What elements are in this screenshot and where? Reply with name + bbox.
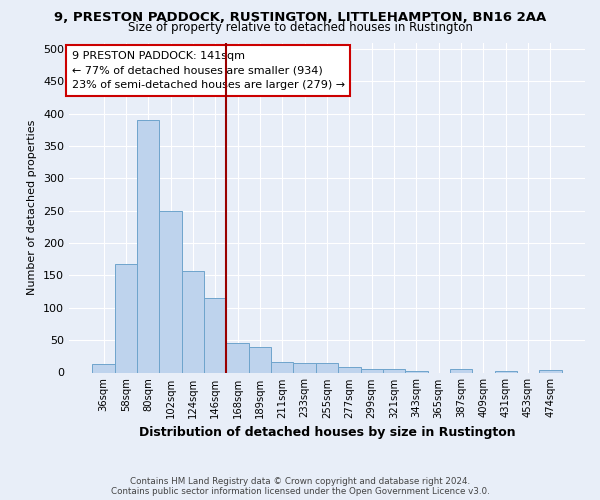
Bar <box>160 210 182 372</box>
Bar <box>539 370 562 372</box>
Bar <box>115 264 137 372</box>
Bar <box>338 366 361 372</box>
Text: Contains HM Land Registry data © Crown copyright and database right 2024.
Contai: Contains HM Land Registry data © Crown c… <box>110 476 490 496</box>
Y-axis label: Number of detached properties: Number of detached properties <box>28 120 37 295</box>
Bar <box>405 370 428 372</box>
Text: 9, PRESTON PADDOCK, RUSTINGTON, LITTLEHAMPTON, BN16 2AA: 9, PRESTON PADDOCK, RUSTINGTON, LITTLEHA… <box>54 11 546 24</box>
Bar <box>383 370 405 372</box>
Bar <box>316 363 338 372</box>
X-axis label: Distribution of detached houses by size in Rustington: Distribution of detached houses by size … <box>139 426 515 439</box>
Text: Size of property relative to detached houses in Rustington: Size of property relative to detached ho… <box>128 22 472 35</box>
Bar <box>92 364 115 372</box>
Bar <box>271 362 293 372</box>
Bar <box>361 368 383 372</box>
Text: 9 PRESTON PADDOCK: 141sqm
← 77% of detached houses are smaller (934)
23% of semi: 9 PRESTON PADDOCK: 141sqm ← 77% of detac… <box>71 51 345 90</box>
Bar <box>249 346 271 372</box>
Bar <box>182 271 204 372</box>
Bar <box>450 368 472 372</box>
Bar <box>137 120 160 372</box>
Bar <box>494 370 517 372</box>
Bar <box>293 363 316 372</box>
Bar <box>226 344 249 372</box>
Bar <box>204 298 226 372</box>
